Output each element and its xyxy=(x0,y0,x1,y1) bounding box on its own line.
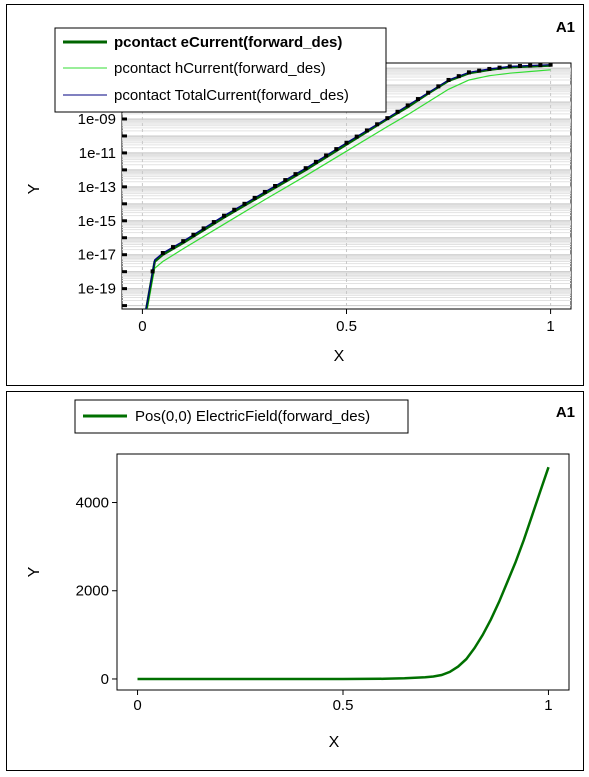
data-marker xyxy=(354,134,359,139)
legend: pcontact eCurrent(forward_des) pcontact … xyxy=(54,27,387,113)
data-marker xyxy=(150,269,155,274)
y-tick-label: 1e-09 xyxy=(78,111,116,128)
data-marker xyxy=(313,159,318,164)
field-chart-svg: 0 0.5 1 0 2000 4000 X Y A1 Pos(0,0) Electric… xyxy=(26,399,575,751)
series-line xyxy=(146,69,551,309)
data-marker xyxy=(375,122,380,127)
data-marker xyxy=(456,74,461,79)
data-marker xyxy=(262,189,267,194)
chart-panel-currents: 00.51 1e-191e-171e-151e-131e-111e-091e-0… xyxy=(6,4,584,386)
current-chart-svg: 00.51 1e-191e-171e-151e-131e-111e-091e-0… xyxy=(26,19,575,365)
legend: Pos(0,0) ElectricField(forward_des) xyxy=(74,399,409,434)
data-marker xyxy=(538,63,543,68)
y-axis-label: Y xyxy=(26,566,43,577)
y-tick-label: 1e-13 xyxy=(78,179,116,196)
panel-tag: A1 xyxy=(556,404,575,421)
plot-area xyxy=(116,453,570,691)
data-marker xyxy=(211,220,216,225)
data-marker xyxy=(171,245,176,250)
y-tick-label: 0 xyxy=(101,671,109,688)
data-marker xyxy=(405,103,410,108)
data-marker xyxy=(548,63,553,67)
data-marker xyxy=(507,64,512,69)
x-tick-label: 0.5 xyxy=(333,697,354,714)
data-marker xyxy=(344,140,349,145)
x-tick-label: 1 xyxy=(544,697,552,714)
data-marker xyxy=(293,172,298,177)
y-tick-label: 1e-19 xyxy=(78,281,116,298)
data-marker xyxy=(415,97,420,102)
x-axis-label: X xyxy=(329,734,340,751)
data-marker xyxy=(466,70,471,75)
series-line xyxy=(137,466,550,681)
data-marker xyxy=(324,153,329,158)
panel-tag: A1 xyxy=(556,19,575,36)
data-marker xyxy=(283,178,288,183)
x-tick-label: 0 xyxy=(133,697,141,714)
y-tick-label: 1e-15 xyxy=(78,213,116,230)
data-marker xyxy=(181,239,186,244)
x-axis-label: X xyxy=(334,348,345,365)
y-axis-label: Y xyxy=(26,183,43,194)
data-marker xyxy=(426,90,431,95)
data-marker xyxy=(191,232,196,237)
x-tick-label: 1 xyxy=(546,318,554,335)
data-marker xyxy=(517,63,522,68)
data-marker xyxy=(222,213,227,218)
legend-label-totalcurrent: pcontact TotalCurrent(forward_des) xyxy=(114,87,349,104)
y-tick-label: 1e-11 xyxy=(79,145,116,162)
legend-label-electric-field: Pos(0,0) ElectricField(forward_des) xyxy=(135,408,370,425)
data-marker xyxy=(395,109,400,114)
data-marker xyxy=(385,116,390,121)
y-tick-label: 4000 xyxy=(76,495,109,512)
data-marker xyxy=(364,128,369,133)
y-tick-label: 1e-17 xyxy=(78,247,116,264)
data-marker xyxy=(303,166,308,171)
data-marker xyxy=(497,65,502,70)
data-marker xyxy=(487,66,492,71)
data-marker xyxy=(252,195,257,200)
data-marker xyxy=(273,184,278,188)
data-marker xyxy=(334,147,339,152)
legend-label-ecurrent: pcontact eCurrent(forward_des) xyxy=(114,34,342,51)
data-marker xyxy=(242,201,247,206)
data-marker xyxy=(436,84,441,89)
y-tick-label: 2000 xyxy=(76,583,109,600)
data-marker xyxy=(446,77,451,82)
x-tick-label: 0.5 xyxy=(336,318,357,335)
data-marker xyxy=(201,226,206,231)
data-marker xyxy=(160,251,165,256)
x-tick-label: 0 xyxy=(138,318,146,335)
data-marker xyxy=(528,63,533,68)
legend-label-hcurrent: pcontact hCurrent(forward_des) xyxy=(114,60,326,77)
data-marker xyxy=(232,207,237,212)
chart-panel-electric-field: 0 0.5 1 0 2000 4000 X Y A1 Pos(0,0) Electric… xyxy=(6,391,584,771)
data-marker xyxy=(477,68,482,73)
